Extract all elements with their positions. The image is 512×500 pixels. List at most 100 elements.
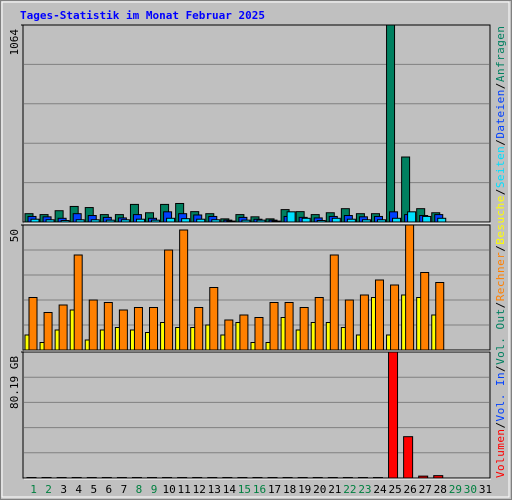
x-tick-label: 8	[136, 483, 143, 496]
legend-separator: /	[494, 245, 507, 252]
bar	[301, 217, 311, 223]
x-tick-label: 17	[268, 483, 281, 496]
x-tick-label: 25	[388, 483, 401, 496]
bar	[75, 219, 85, 223]
bar	[194, 307, 204, 351]
bar	[316, 220, 326, 223]
y-tick-label: 80.19 GB	[8, 356, 21, 409]
x-tick-label: 21	[328, 483, 341, 496]
legend-entry: Vol. In	[494, 372, 507, 421]
x-tick-label: 1	[30, 483, 37, 496]
x-tick-label: 29	[449, 483, 462, 496]
bar	[241, 219, 251, 223]
bar	[299, 307, 309, 351]
bar	[329, 254, 339, 351]
bar	[211, 219, 221, 223]
bar	[135, 218, 145, 223]
bar	[166, 217, 176, 223]
bar	[422, 215, 432, 223]
bar	[196, 218, 206, 223]
bar	[164, 249, 174, 351]
bar	[105, 219, 115, 223]
bar	[149, 307, 159, 351]
chart-title: Tages-Statistik im Monat Februar 2025	[20, 9, 265, 22]
bar	[433, 475, 444, 479]
x-tick-label: 18	[283, 483, 296, 496]
bar	[151, 219, 161, 223]
legend-entry: Vol. Out	[494, 309, 507, 365]
bar	[239, 314, 249, 351]
x-tick-label: 14	[223, 483, 237, 496]
legend-separator: /	[494, 83, 507, 90]
bar	[403, 436, 414, 479]
bar	[437, 217, 447, 223]
x-tick-label: 16	[253, 483, 266, 496]
legend-separator: /	[494, 139, 507, 146]
bar	[88, 299, 98, 351]
bar	[420, 272, 430, 351]
x-tick-label: 11	[178, 483, 191, 496]
legend-separator: /	[494, 422, 507, 429]
x-tick-label: 4	[75, 483, 82, 496]
bar	[374, 279, 384, 351]
panel	[22, 24, 491, 223]
bar	[90, 219, 100, 223]
x-tick-label: 3	[60, 483, 67, 496]
bar	[30, 218, 40, 223]
x-tick-label: 7	[121, 483, 128, 496]
bar	[407, 211, 417, 223]
legend-entry: Volumen	[494, 429, 507, 478]
bar	[120, 219, 130, 223]
bar	[103, 302, 113, 351]
bar	[388, 351, 399, 479]
legend-entry: Rechner	[494, 252, 507, 301]
bar	[361, 219, 371, 223]
bar	[344, 299, 354, 351]
bar	[376, 219, 386, 223]
bar	[28, 297, 38, 351]
bar	[346, 218, 356, 223]
bar	[45, 219, 55, 223]
y-tick-label: 50	[8, 229, 21, 242]
x-tick-label: 2	[45, 483, 52, 496]
legend-separator: /	[494, 189, 507, 196]
bar	[435, 282, 445, 351]
bar	[73, 254, 83, 351]
x-tick-label: 9	[151, 483, 158, 496]
bar	[269, 302, 279, 351]
bar	[209, 287, 219, 351]
bar	[359, 294, 369, 351]
legend-entry: Seiten	[494, 146, 507, 188]
bar	[392, 217, 402, 223]
bar	[58, 304, 68, 351]
bar	[60, 220, 70, 223]
legend: Volumen/Vol. In/Vol. Out/Rechner/Besuche…	[494, 26, 507, 478]
x-tick-label: 13	[208, 483, 221, 496]
bar	[179, 229, 189, 351]
x-tick-label: 22	[343, 483, 356, 496]
x-tick-label: 28	[434, 483, 447, 496]
bar	[254, 317, 264, 351]
x-tick-label: 15	[238, 483, 251, 496]
bar	[224, 319, 234, 351]
bar	[405, 224, 415, 351]
bar	[256, 219, 266, 223]
x-tick-label: 27	[419, 483, 432, 496]
x-tick-label: 24	[373, 483, 387, 496]
x-tick-label: 30	[464, 483, 477, 496]
bar	[286, 211, 296, 223]
legend-entry: Besuche	[494, 196, 507, 245]
bar	[390, 284, 400, 351]
x-tick-label: 31	[479, 483, 492, 496]
bar	[314, 297, 324, 351]
bar	[181, 218, 191, 223]
x-tick-label: 20	[313, 483, 326, 496]
bar	[418, 475, 429, 479]
y-tick-label: 1064	[8, 29, 21, 56]
legend-entry: Dateien	[494, 90, 507, 139]
bar	[331, 217, 341, 223]
bar	[133, 307, 143, 351]
legend-entry: Anfragen	[494, 26, 507, 82]
